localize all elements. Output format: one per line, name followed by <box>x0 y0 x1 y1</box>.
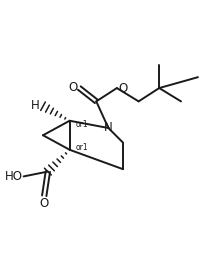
Text: or1: or1 <box>76 120 88 129</box>
Text: O: O <box>68 81 77 94</box>
Text: O: O <box>40 197 49 210</box>
Text: N: N <box>104 122 113 134</box>
Text: H: H <box>31 99 39 112</box>
Text: O: O <box>119 82 128 94</box>
Text: or1: or1 <box>76 143 88 152</box>
Text: HO: HO <box>4 170 22 183</box>
